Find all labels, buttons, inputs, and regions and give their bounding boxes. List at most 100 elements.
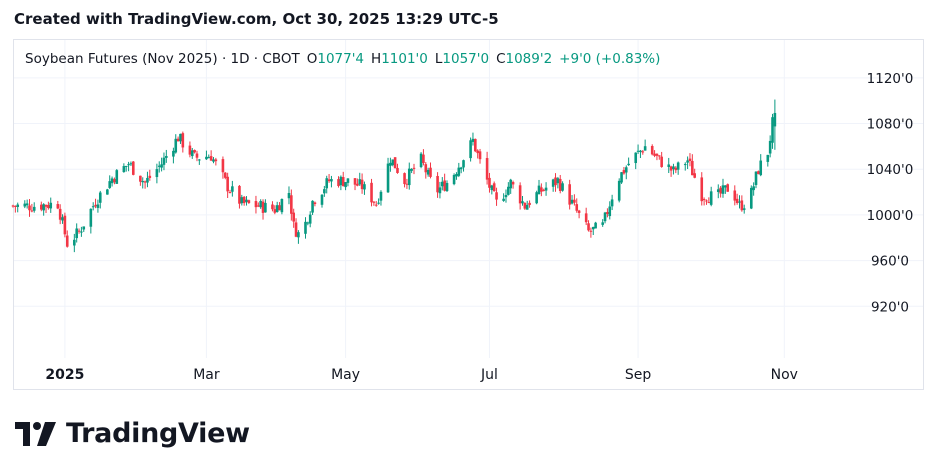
candle-body [742, 208, 746, 210]
candle-body [44, 204, 48, 207]
candle-body [304, 221, 307, 234]
candle-body [459, 167, 463, 170]
candle [676, 161, 680, 175]
candle-body [540, 187, 543, 192]
candle-body [634, 152, 638, 164]
candle [438, 181, 442, 199]
candle [356, 178, 359, 187]
candle-body [195, 153, 199, 158]
candle [143, 180, 147, 189]
candle [504, 189, 508, 203]
candle [110, 176, 114, 187]
candle [412, 163, 416, 175]
candle [58, 204, 62, 225]
candle [721, 178, 725, 198]
candle-body [650, 146, 654, 155]
candle-body [28, 205, 31, 211]
candle-body [308, 214, 312, 224]
candle-body [608, 206, 612, 217]
candle-body [643, 146, 647, 151]
candle-body [771, 117, 774, 143]
candle [558, 174, 562, 194]
candle-body [617, 180, 621, 201]
candle-body [686, 160, 689, 163]
candle [30, 203, 34, 213]
candle-body [214, 159, 218, 162]
candle [683, 162, 687, 171]
candle-body [179, 133, 182, 142]
candle [165, 149, 168, 163]
candle-body [474, 138, 477, 152]
candle-body [478, 151, 482, 160]
low-label: L [434, 51, 443, 67]
candlestick-series [11, 99, 777, 253]
candle-body [419, 153, 423, 168]
candle-body [209, 156, 213, 161]
y-axis: 920'0 960'0 1000'0 1040'0 1080'0 1120'0 [867, 71, 914, 315]
candle-body [49, 202, 53, 209]
tradingview-logo-icon [15, 421, 56, 446]
candle [490, 184, 494, 195]
candle-body [636, 150, 640, 152]
candle [740, 195, 744, 212]
candle-body [575, 204, 579, 211]
candle [608, 201, 612, 220]
candle [323, 185, 326, 197]
candle [403, 172, 406, 188]
candle [575, 198, 579, 213]
candle-body [766, 154, 770, 162]
candle-body [733, 190, 737, 201]
candle [42, 203, 45, 216]
candle [238, 185, 241, 209]
candle-body [620, 172, 623, 183]
candle-body [205, 156, 208, 160]
chart-legend: Soybean Futures (Nov 2025) · 1D · CBOT O1… [25, 51, 660, 67]
candle-body [108, 181, 112, 188]
candle [98, 190, 102, 209]
candle [511, 180, 515, 189]
candle-body [228, 192, 232, 194]
candle [341, 171, 345, 187]
candle [757, 170, 760, 175]
close-value: 1089'2 [505, 51, 553, 67]
candle-body [292, 212, 295, 222]
candle-body [341, 177, 345, 187]
candle [773, 99, 777, 150]
candle-body [160, 164, 163, 168]
candle-body [573, 199, 576, 203]
candle-body [306, 222, 310, 224]
candle [474, 138, 477, 153]
candle [389, 157, 392, 172]
candle-body [554, 177, 557, 186]
candle [634, 152, 638, 170]
candle-body [198, 159, 201, 161]
candle-body [313, 202, 317, 205]
candle [176, 136, 180, 142]
candle-body [490, 185, 494, 191]
candle-body [259, 200, 262, 208]
candle-body [238, 185, 241, 204]
candle-body [82, 226, 86, 230]
candle [650, 144, 654, 156]
candle-body [426, 169, 430, 175]
candle-body [16, 204, 20, 207]
candle [131, 161, 135, 176]
candle [65, 230, 69, 248]
candle-body [587, 223, 590, 231]
candle [535, 190, 538, 205]
candle-body [476, 150, 479, 154]
candle-body [261, 201, 265, 213]
candle [528, 200, 531, 208]
tradingview-brand: TradingView [15, 418, 250, 449]
candle [551, 178, 555, 192]
candle [766, 154, 770, 167]
x-tick-label: Jul [480, 367, 498, 383]
candle-body [247, 200, 251, 203]
candle [523, 202, 527, 210]
candle-body [469, 140, 472, 159]
candle [462, 159, 465, 172]
candle-body [407, 168, 411, 186]
candle-body [42, 204, 45, 211]
candle-body [672, 166, 675, 170]
